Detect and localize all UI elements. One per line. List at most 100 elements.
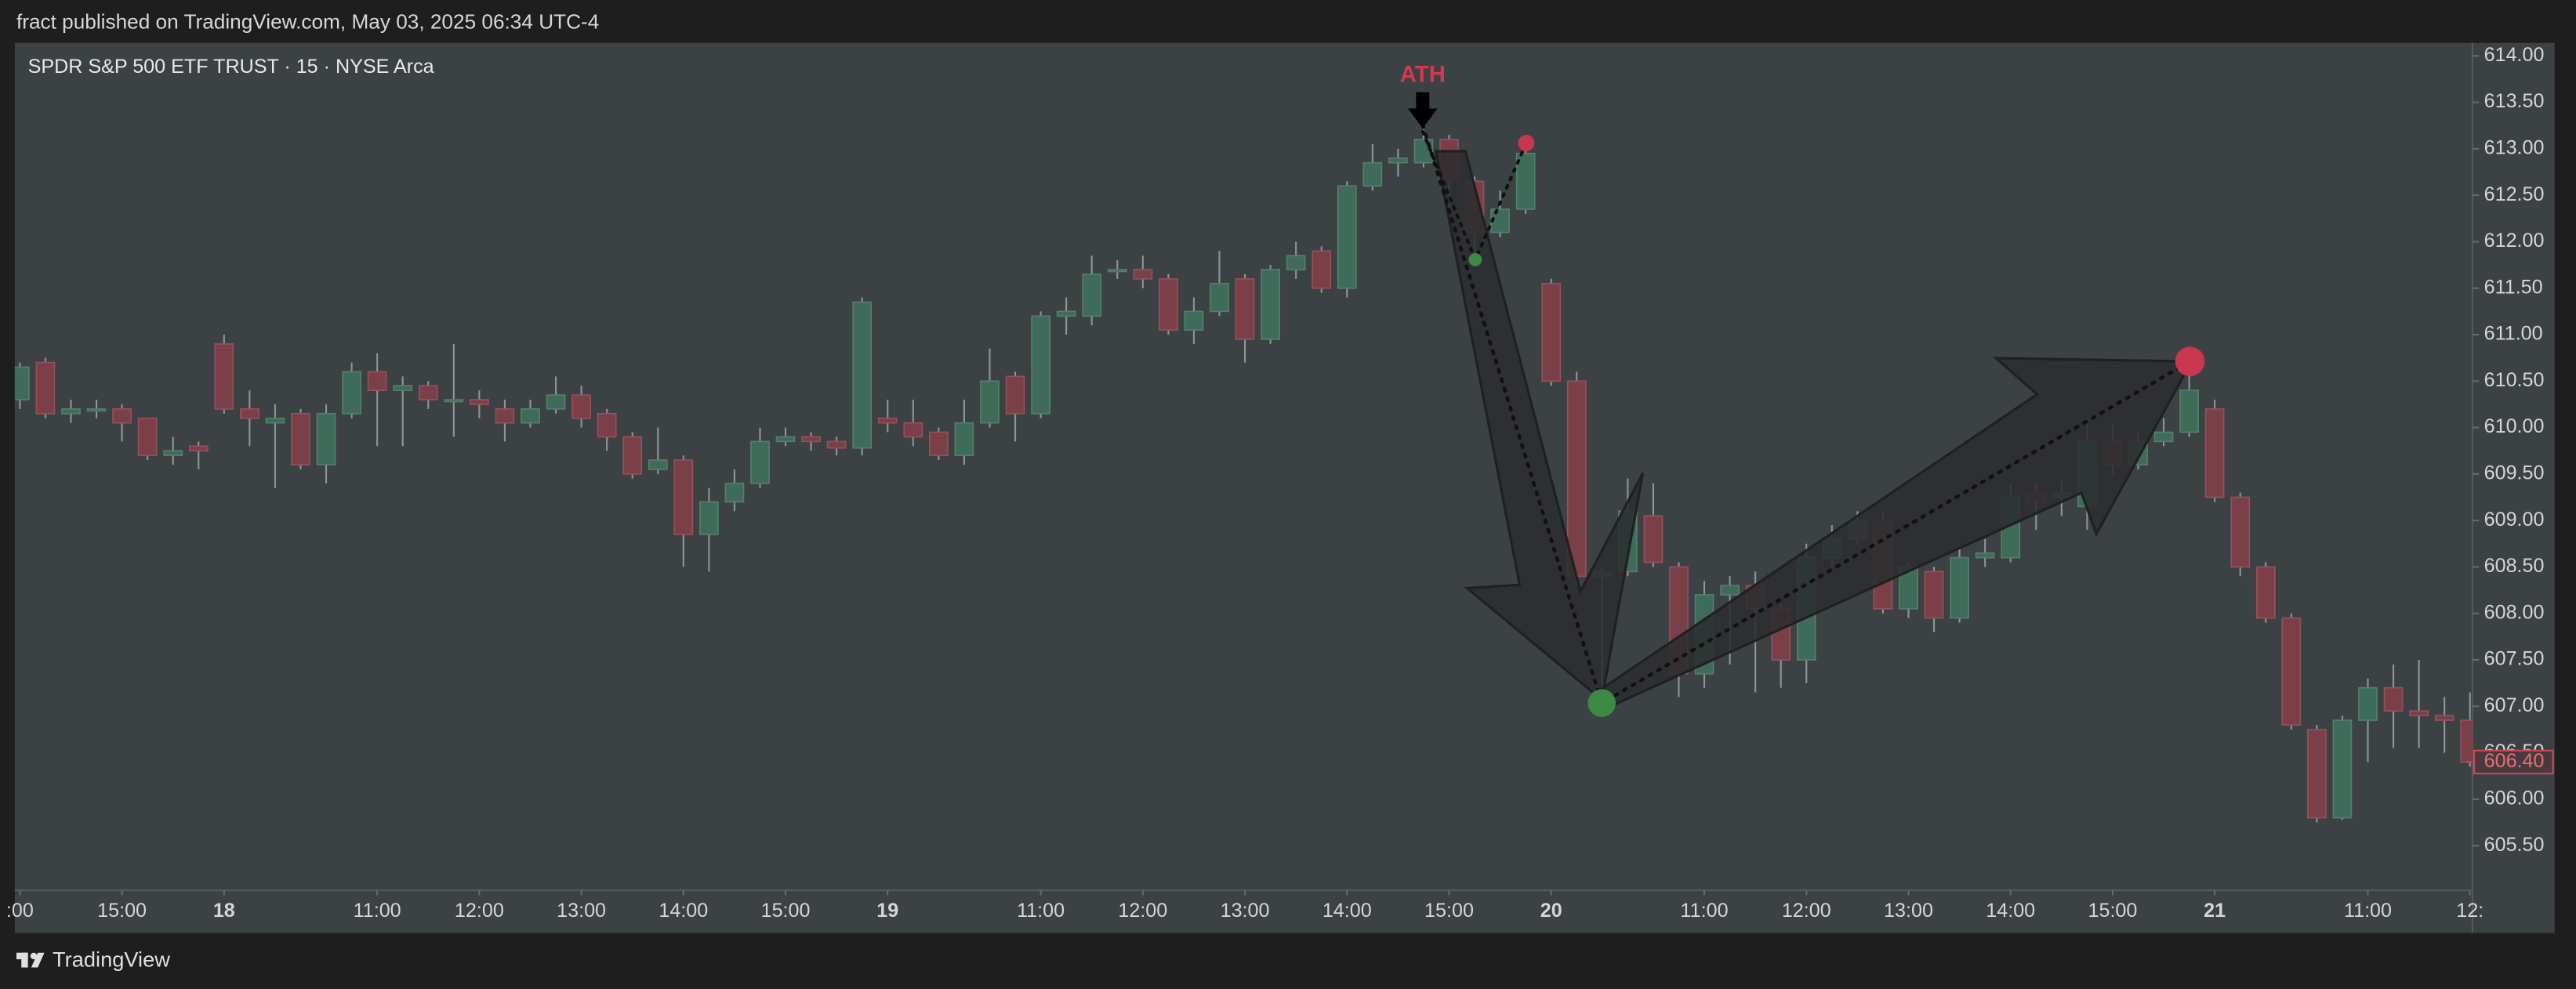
x-tick-label: 11:00 <box>354 900 401 922</box>
candle-body <box>265 417 285 424</box>
candle-body <box>826 440 847 449</box>
y-tick-label: 608.50 <box>2484 555 2545 577</box>
candle-body <box>648 459 668 470</box>
candle-body <box>2179 389 2199 433</box>
candle-body <box>418 385 438 400</box>
candle-body <box>1133 269 1153 280</box>
y-tick-label: 608.00 <box>2484 601 2545 623</box>
logo-part <box>21 952 28 968</box>
x-tick-label: 18 <box>213 900 235 922</box>
candle-body <box>801 436 821 443</box>
candle-body <box>2358 687 2378 721</box>
y-tick-label: 607.00 <box>2484 694 2545 716</box>
swing-low-dot <box>1468 252 1482 266</box>
swing-high-dot <box>2175 346 2205 377</box>
y-tick-label: 607.50 <box>2484 648 2545 670</box>
candle-body <box>1210 282 1229 313</box>
x-tick-label: 20 <box>1540 900 1562 922</box>
candle-body <box>699 501 719 535</box>
candle-body <box>1924 571 1944 619</box>
last-price-box <box>2473 749 2554 775</box>
candle-body <box>673 459 694 535</box>
candle-body <box>1312 250 1332 289</box>
candle-body <box>1005 375 1025 415</box>
y-tick-label: 605.50 <box>2484 834 2545 856</box>
candle-body <box>546 394 566 410</box>
y-tick-label: 610.00 <box>2484 415 2545 437</box>
x-tick-label: 15:00 <box>97 900 147 922</box>
time-ticks: :00 15:00 18 11:00 12:00 13:00 14:00 15:00 19 11:… <box>6 890 2483 922</box>
x-tick-label: 15:00 <box>1424 900 1474 922</box>
candle-body <box>1056 310 1076 317</box>
candle-body <box>929 431 949 456</box>
swing-high-dot <box>1518 135 1535 152</box>
candle-body <box>1388 157 1408 164</box>
symbol-title: SPDR S&P 500 ETF TRUST · 15 · NYSE Arca <box>28 56 434 78</box>
candle-body <box>2255 566 2276 619</box>
candle-body <box>367 371 387 391</box>
tradingview-logo <box>16 952 45 968</box>
candle-body <box>342 371 361 415</box>
candle-body <box>495 408 515 424</box>
candle-body <box>1337 185 1357 289</box>
candle-body <box>1184 310 1204 331</box>
candle-body <box>240 408 259 419</box>
candle-body <box>163 450 183 456</box>
x-tick-label: 11:00 <box>1681 900 1729 922</box>
candle-body <box>980 380 1000 424</box>
y-tick-label: 611.50 <box>2484 276 2543 298</box>
candle-body <box>877 417 898 424</box>
candle-body <box>2409 710 2429 716</box>
ath-label: ATH <box>1400 61 1446 87</box>
candle-body <box>1720 585 1740 596</box>
candle-body <box>14 366 30 400</box>
candle-body <box>470 399 489 405</box>
x-tick-label: 12:00 <box>1118 900 1167 922</box>
candle-body <box>1643 515 1664 563</box>
y-tick-label: 609.00 <box>2484 509 2545 531</box>
x-tick-label: 14:00 <box>1322 900 1372 922</box>
candle-body <box>214 343 234 410</box>
x-tick-label: 19 <box>876 900 898 922</box>
x-tick-label: 13:00 <box>1884 900 1933 922</box>
footer-brand: TradingView <box>53 947 170 971</box>
candle-body <box>750 440 770 484</box>
y-tick-label: 606.00 <box>2484 787 2545 809</box>
swing-low-dot <box>1587 689 1616 717</box>
x-tick-label: 11:00 <box>2344 900 2392 922</box>
candle-body <box>137 417 158 456</box>
candle-body <box>2307 729 2327 819</box>
candle-body <box>852 301 873 449</box>
candle-body <box>1261 269 1280 340</box>
x-tick-label: :00 <box>6 900 34 922</box>
y-tick-label: 613.50 <box>2484 90 2545 112</box>
y-tick-label: 612.00 <box>2484 230 2545 252</box>
logo-part <box>30 952 38 960</box>
candle-body <box>112 408 132 424</box>
candle-body <box>1031 315 1050 415</box>
candle-body <box>597 412 617 438</box>
candle-body <box>2332 719 2353 819</box>
price-axis <box>2472 42 2555 933</box>
candle-body <box>622 436 643 475</box>
candle-body <box>571 394 591 419</box>
drawings: ATH <box>1400 61 2205 717</box>
candle-body <box>2281 617 2302 726</box>
candle-body <box>61 408 81 415</box>
candle-body <box>35 361 56 415</box>
candle-body <box>1286 255 1306 270</box>
x-tick-label: 11:00 <box>1017 900 1065 922</box>
candle-body <box>724 482 745 503</box>
publish-header: fract published on TradingView.com, May … <box>16 9 599 33</box>
y-tick-label: 612.50 <box>2484 183 2545 205</box>
candle-body <box>1541 282 1562 382</box>
candle-body <box>1362 161 1383 187</box>
candle-body <box>1082 274 1102 317</box>
logo-part <box>31 952 45 968</box>
candle-body <box>775 436 796 443</box>
candle-body <box>393 385 413 391</box>
y-tick-label: 613.00 <box>2484 137 2545 159</box>
candle-body <box>2204 408 2225 498</box>
